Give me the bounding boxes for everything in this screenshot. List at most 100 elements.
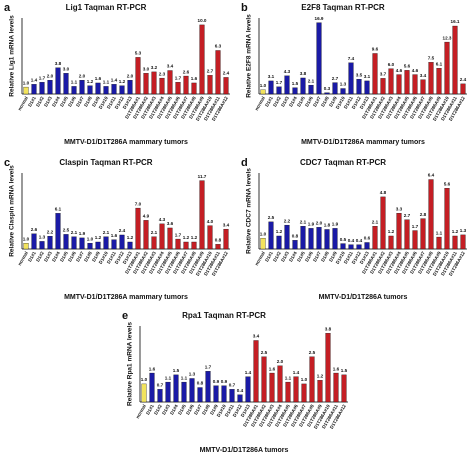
value-label: 1.6 xyxy=(111,233,118,238)
bar xyxy=(292,240,298,250)
value-label: 2.1 xyxy=(151,230,158,235)
value-label: 0.7 xyxy=(157,383,164,388)
bar xyxy=(95,241,101,250)
bar xyxy=(460,234,466,250)
bar xyxy=(237,394,243,403)
x-tick-label: D1#10 xyxy=(335,95,346,110)
value-label: 3.8 xyxy=(300,71,307,76)
x-tick-label: D1#5 xyxy=(59,250,69,262)
bar xyxy=(285,381,291,403)
value-label: 2.1 xyxy=(372,219,379,224)
bar xyxy=(412,74,418,95)
bar xyxy=(157,389,163,403)
value-label: 1.2 xyxy=(452,229,459,234)
x-axis-label: MMTV-D1/D1T286A tumors xyxy=(319,294,408,301)
value-label: 1.2 xyxy=(388,229,395,234)
bar xyxy=(197,387,203,403)
bar xyxy=(39,241,45,250)
bar xyxy=(292,87,298,95)
value-label: 0.3 xyxy=(324,86,331,91)
x-tick-label: D1#4 xyxy=(288,95,298,107)
bar xyxy=(340,243,346,250)
bar xyxy=(268,221,274,250)
bar xyxy=(175,82,181,95)
value-label: 0.4 xyxy=(348,238,355,243)
bar xyxy=(205,371,211,403)
bar xyxy=(404,219,410,250)
x-tick-label: D1#6 xyxy=(185,403,195,415)
value-label: 1.2 xyxy=(95,235,102,240)
value-label: 1.0 xyxy=(23,80,30,85)
bar xyxy=(396,213,402,250)
bar xyxy=(420,79,426,95)
value-label: 7.5 xyxy=(428,56,435,61)
value-label: 6.3 xyxy=(215,44,222,49)
value-label: 7.0 xyxy=(135,201,142,206)
x-tick-label: D1#8 xyxy=(320,95,330,107)
x-tick-label: D1#4 xyxy=(51,95,61,107)
value-label: 1.5 xyxy=(341,368,348,373)
x-tick-label: D1#10 xyxy=(98,250,109,265)
bar xyxy=(308,228,314,250)
x-tick-label: D1#12 xyxy=(114,250,125,265)
value-label: 1.6 xyxy=(269,366,276,371)
value-label: 1.2 xyxy=(317,374,324,379)
bar xyxy=(284,75,290,95)
x-tick-label: D1#12 xyxy=(114,95,125,110)
bar xyxy=(348,62,354,95)
bar xyxy=(63,73,69,95)
value-label: 0.6 xyxy=(364,236,371,241)
value-label: 1.6 xyxy=(333,366,340,371)
bar xyxy=(223,77,229,95)
bar xyxy=(39,82,45,95)
value-label: 2.5 xyxy=(261,350,268,355)
bar xyxy=(55,67,61,95)
bar xyxy=(55,213,61,250)
value-label: 2.8 xyxy=(420,212,427,217)
value-label: 1.9 xyxy=(79,231,86,236)
value-label: 2.6 xyxy=(31,227,38,232)
value-label: 1.4 xyxy=(31,78,38,83)
bar xyxy=(300,77,306,95)
x-tick-label: D1#3 xyxy=(43,250,53,262)
bar xyxy=(324,92,330,95)
value-label: 3.0 xyxy=(63,66,70,71)
value-label: 12.3 xyxy=(443,35,452,40)
bar xyxy=(325,333,331,403)
bar xyxy=(213,385,219,403)
x-tick-label: D1#10 xyxy=(216,403,227,418)
value-label: 1.2 xyxy=(127,235,134,240)
value-label: 4.6 xyxy=(412,68,419,73)
value-label: 3.4 xyxy=(167,64,174,69)
bar xyxy=(135,57,141,95)
bar xyxy=(284,224,290,250)
value-label: 0.8 xyxy=(197,381,204,386)
y-axis-label: Relative Rpa1 mRNA levels xyxy=(127,322,134,406)
bar xyxy=(159,77,165,95)
bar xyxy=(221,385,227,403)
value-label: 1.2 xyxy=(276,229,283,234)
value-label: 3.3 xyxy=(396,206,403,211)
x-tick-label: D1#3 xyxy=(161,403,171,415)
x-tick-label: D1#9 xyxy=(209,403,219,415)
bar xyxy=(300,226,306,250)
bar xyxy=(79,80,85,95)
x-tick-label: D1#7 xyxy=(75,95,85,107)
bar xyxy=(316,227,322,250)
value-label: 16.9 xyxy=(315,16,324,21)
bar xyxy=(348,244,354,250)
x-tick-label: D1#6 xyxy=(304,95,314,107)
value-label: 0.9 xyxy=(213,379,220,384)
bar xyxy=(143,73,149,95)
x-tick-label: D1#2 xyxy=(272,250,282,262)
bar xyxy=(189,378,195,403)
value-label: 2.5 xyxy=(63,228,70,233)
x-tick-label: D1#5 xyxy=(59,95,69,107)
bar xyxy=(23,243,29,250)
bar xyxy=(111,239,117,250)
value-label: 3.6 xyxy=(167,221,174,226)
value-label: 2.4 xyxy=(119,228,126,233)
value-label: 4.9 xyxy=(143,214,150,219)
value-label: 1.2 xyxy=(87,79,94,84)
bar xyxy=(167,70,173,95)
